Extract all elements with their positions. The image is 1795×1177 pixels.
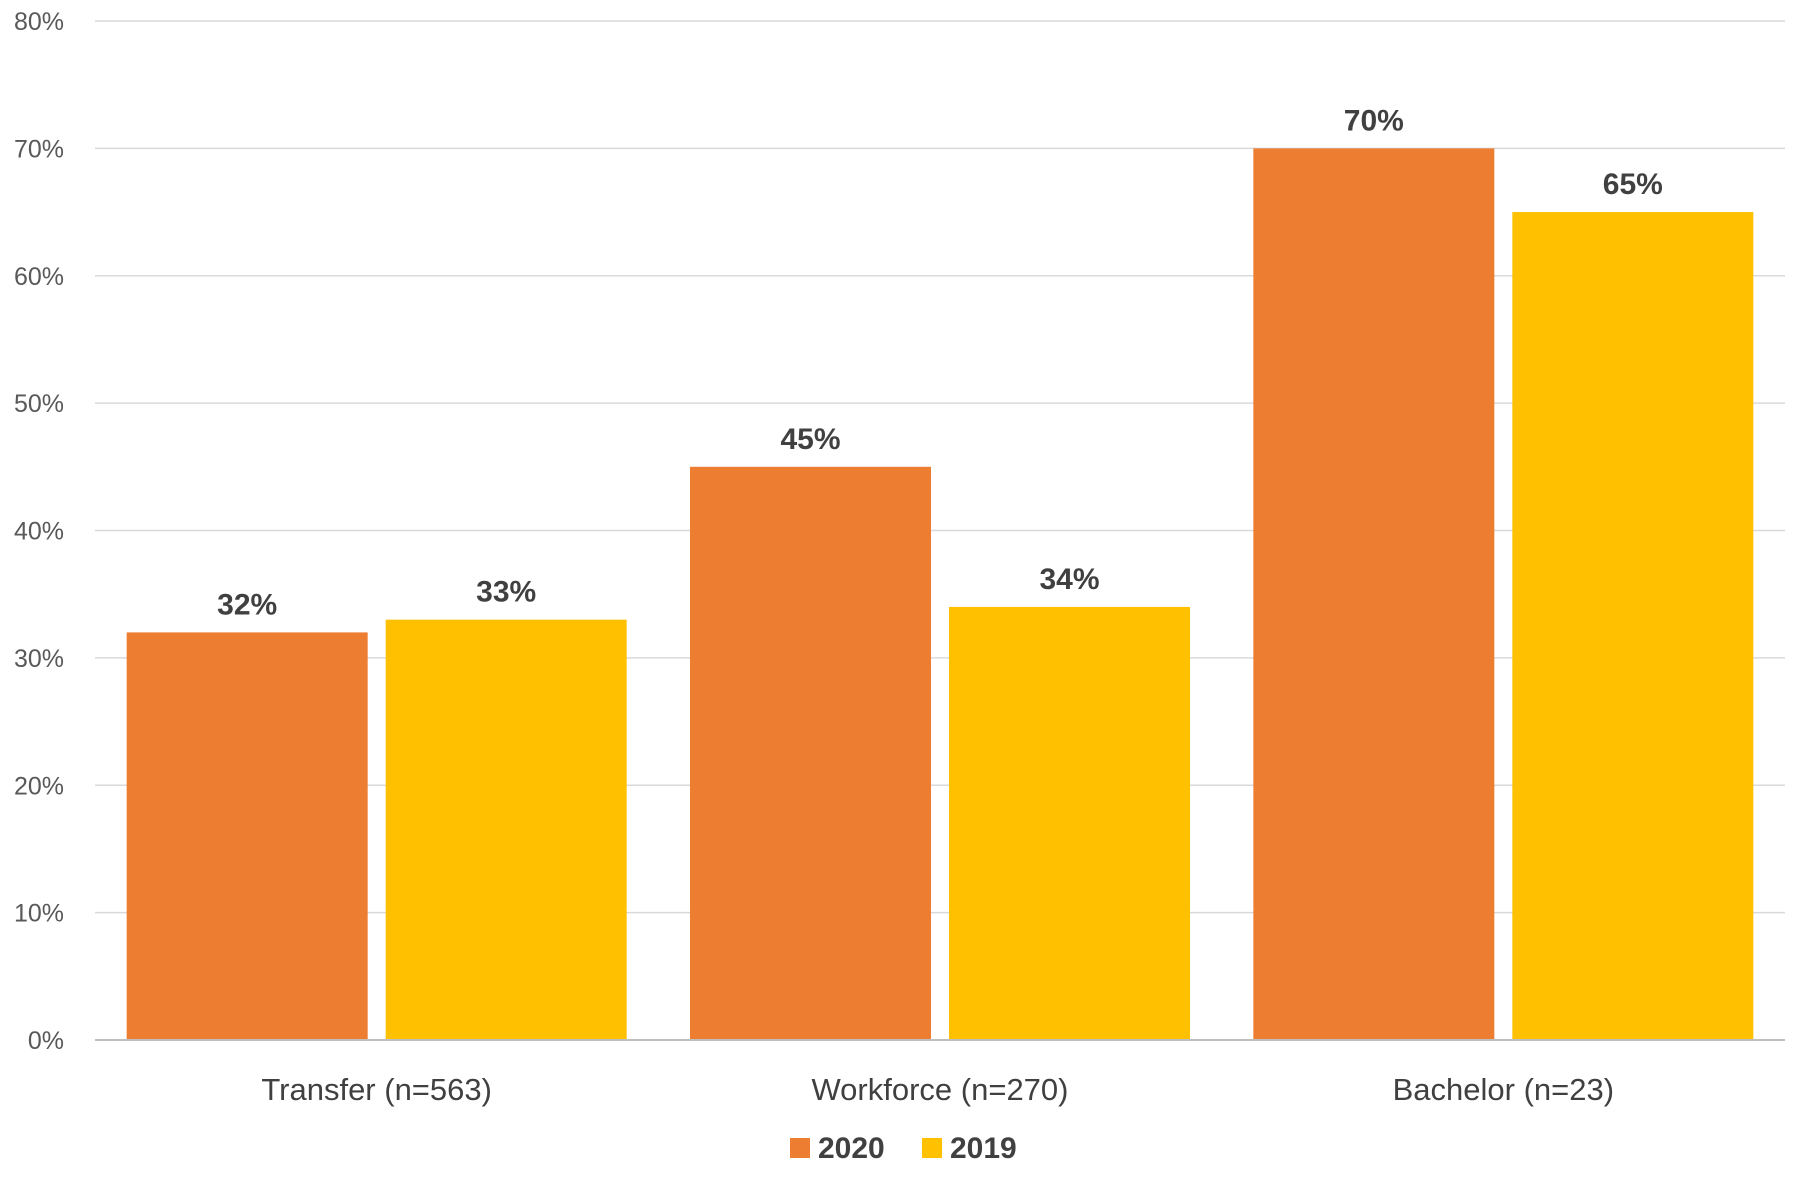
y-tick-label: 80% xyxy=(14,8,64,36)
bars xyxy=(126,148,1754,1040)
x-category-label: Workforce (n=270) xyxy=(811,1072,1068,1107)
y-tick-label: 0% xyxy=(28,1027,64,1055)
bar-2020-1 xyxy=(126,632,368,1040)
data-label: 33% xyxy=(476,576,536,609)
legend: 2020 2019 xyxy=(790,1132,1017,1165)
y-tick-label: 20% xyxy=(14,772,64,800)
bar-2019-3 xyxy=(1512,212,1754,1040)
y-axis-tick-labels: 0% 10% 20% 30% 40% 50% 60% 70% 80% xyxy=(14,8,64,1055)
legend-swatch-2019 xyxy=(922,1138,942,1158)
y-tick-label: 10% xyxy=(14,900,64,928)
x-axis-category-labels: Transfer (n=563) Workforce (n=270) Bachelo… xyxy=(261,1072,1614,1107)
data-label: 65% xyxy=(1603,168,1663,201)
data-label: 34% xyxy=(1039,563,1099,596)
y-tick-label: 40% xyxy=(14,518,64,546)
bar-2019-2 xyxy=(949,606,1190,1040)
data-label: 45% xyxy=(780,423,840,456)
data-label: 32% xyxy=(217,588,277,621)
legend-label: 2020 xyxy=(818,1132,885,1165)
y-tick-label: 70% xyxy=(14,135,64,163)
bar-2020-2 xyxy=(690,466,931,1040)
x-category-label: Transfer (n=563) xyxy=(261,1072,492,1107)
y-tick-label: 30% xyxy=(14,645,64,673)
bar-2020-3 xyxy=(1253,148,1495,1040)
y-tick-label: 60% xyxy=(14,263,64,291)
legend-label: 2019 xyxy=(950,1132,1017,1165)
data-label: 70% xyxy=(1344,104,1404,137)
gridlines xyxy=(95,20,1785,914)
legend-swatch-2020 xyxy=(790,1138,810,1158)
y-tick-label: 50% xyxy=(14,390,64,418)
bar-2019-1 xyxy=(385,619,627,1040)
data-labels: 32% 33% 45% 34% 70% 65% xyxy=(217,104,1663,621)
x-category-label: Bachelor (n=23) xyxy=(1393,1072,1614,1107)
